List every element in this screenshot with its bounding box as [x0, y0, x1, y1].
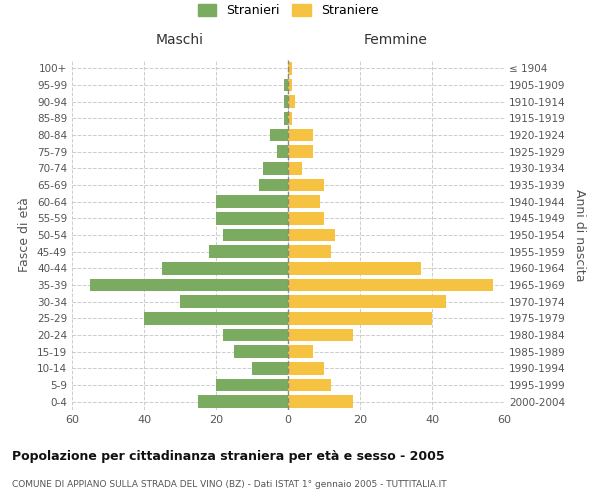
Bar [252, 362, 288, 374]
Bar [288, 79, 292, 92]
Bar [162, 262, 288, 274]
Bar [288, 179, 324, 192]
Bar [288, 346, 313, 358]
Bar [223, 329, 288, 341]
Bar [288, 329, 353, 341]
Bar [234, 346, 288, 358]
Bar [259, 179, 288, 192]
Bar [288, 379, 331, 391]
Y-axis label: Anni di nascita: Anni di nascita [572, 188, 586, 281]
Bar [288, 62, 292, 74]
Bar [288, 246, 331, 258]
Bar [288, 312, 432, 324]
Bar [90, 279, 288, 291]
Bar [270, 129, 288, 141]
Bar [288, 212, 324, 224]
Bar [288, 146, 313, 158]
Bar [288, 296, 446, 308]
Bar [277, 146, 288, 158]
Bar [288, 129, 313, 141]
Bar [198, 396, 288, 408]
Bar [284, 79, 288, 92]
Bar [144, 312, 288, 324]
Bar [288, 229, 335, 241]
Bar [223, 229, 288, 241]
Bar [288, 362, 324, 374]
Bar [288, 279, 493, 291]
Bar [288, 96, 295, 108]
Bar [288, 396, 353, 408]
Y-axis label: Fasce di età: Fasce di età [19, 198, 31, 272]
Bar [263, 162, 288, 174]
Bar [180, 296, 288, 308]
Bar [288, 196, 320, 208]
Bar [284, 112, 288, 124]
Text: Popolazione per cittadinanza straniera per età e sesso - 2005: Popolazione per cittadinanza straniera p… [12, 450, 445, 463]
Bar [216, 196, 288, 208]
Bar [216, 379, 288, 391]
Text: Femmine: Femmine [364, 32, 428, 46]
Bar [288, 112, 292, 124]
Bar [216, 212, 288, 224]
Legend: Stranieri, Straniere: Stranieri, Straniere [193, 0, 383, 22]
Bar [284, 96, 288, 108]
Bar [288, 162, 302, 174]
Text: COMUNE DI APPIANO SULLA STRADA DEL VINO (BZ) - Dati ISTAT 1° gennaio 2005 - TUTT: COMUNE DI APPIANO SULLA STRADA DEL VINO … [12, 480, 446, 489]
Text: Maschi: Maschi [156, 32, 204, 46]
Bar [288, 262, 421, 274]
Bar [209, 246, 288, 258]
